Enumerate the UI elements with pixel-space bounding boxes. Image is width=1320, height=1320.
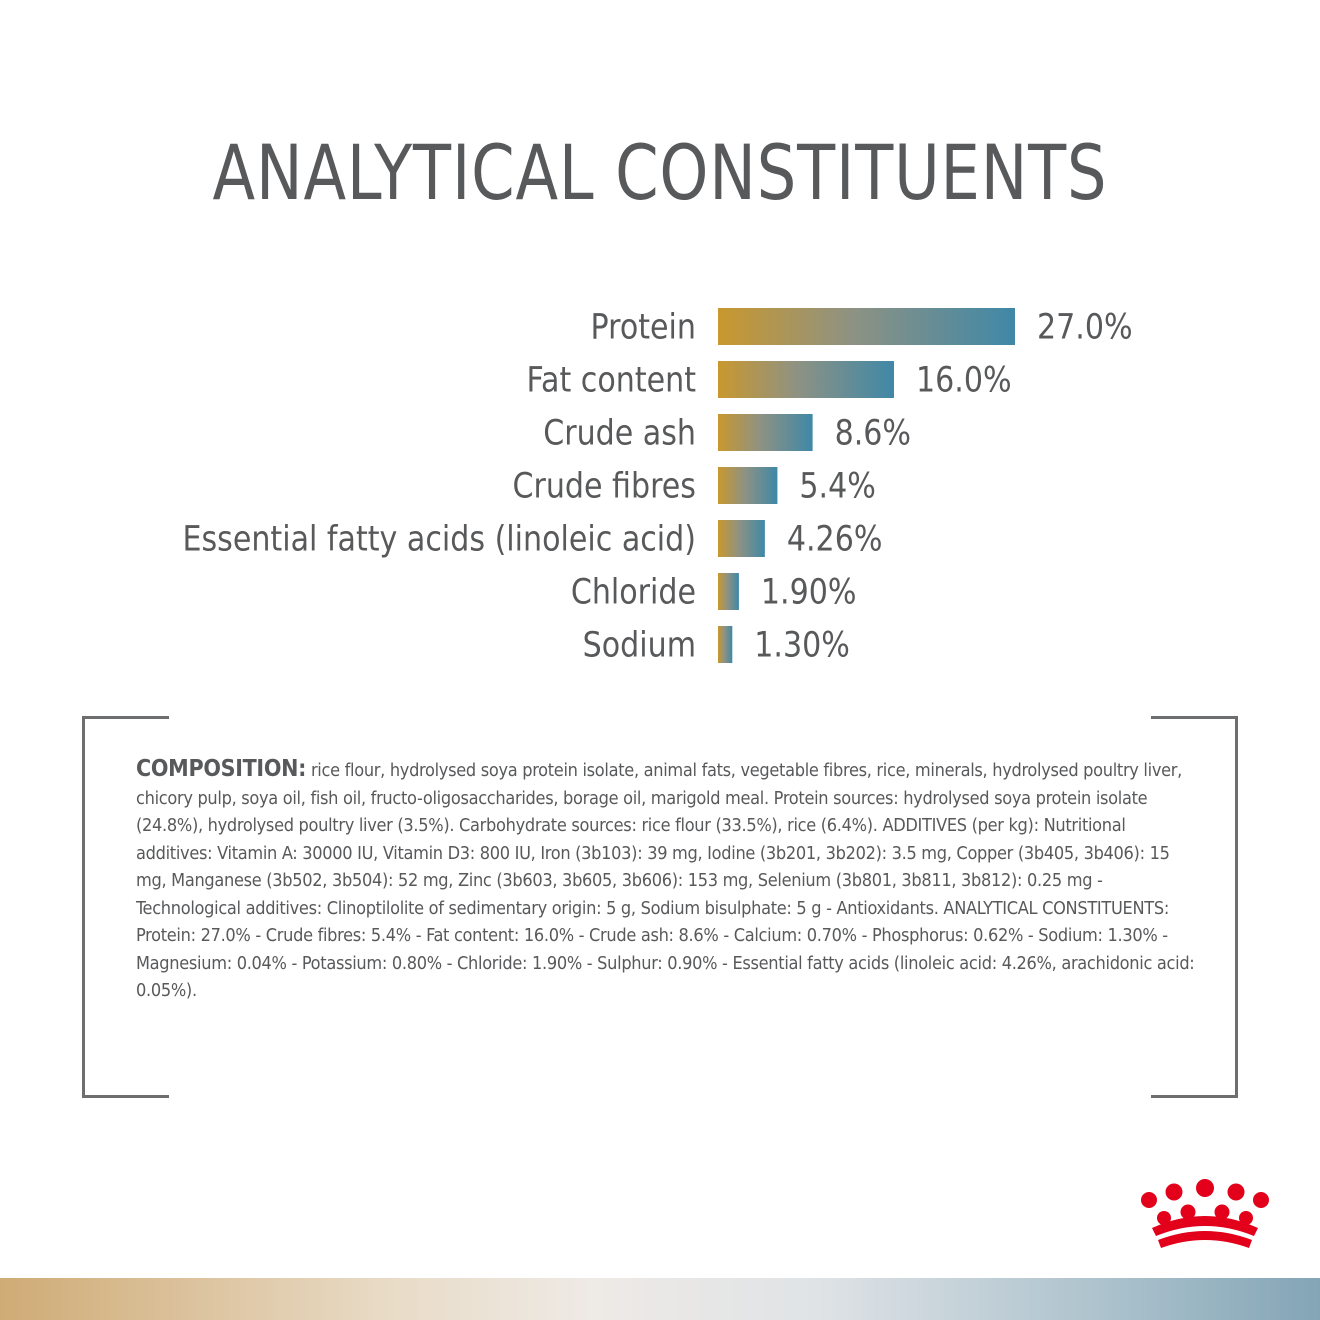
category-label: Essential fatty acids (linoleic acid) (182, 518, 696, 559)
bottom-gradient-band (0, 1278, 1320, 1320)
category-label: Protein (591, 306, 696, 347)
crown-logo-icon (1141, 1179, 1269, 1248)
value-label: 16.0% (916, 359, 1012, 400)
composition-text: COMPOSITION: rice flour, hydrolysed soya… (136, 756, 1198, 1005)
composition-body: rice flour, hydrolysed soya protein isol… (136, 760, 1195, 1001)
category-label: Fat content (526, 359, 696, 400)
right-bracket (1151, 716, 1238, 1098)
bar (718, 467, 778, 504)
bar (718, 308, 1015, 345)
category-label: Chloride (571, 571, 696, 612)
category-label: Crude fibres (512, 465, 696, 506)
value-label: 1.30% (754, 624, 850, 665)
bar (718, 414, 813, 451)
page-title: ANALYTICAL CONSTITUENTS (212, 128, 1108, 217)
category-label: Sodium (583, 624, 696, 665)
bar-chart: Protein 27.0% Fat content 16.0% Crude ash 8.6… (182, 306, 1132, 665)
bar (718, 520, 765, 557)
value-label: 1.90% (761, 571, 857, 612)
bar (718, 626, 733, 663)
left-bracket (82, 716, 169, 1098)
value-label: 5.4% (799, 465, 875, 506)
bar (718, 573, 739, 610)
category-label: Crude ash (543, 412, 696, 453)
composition-label: COMPOSITION: (136, 756, 307, 782)
chart-rows: Protein 27.0% Fat content 16.0% Crude ash 8.6… (182, 306, 1132, 665)
value-label: 8.6% (835, 412, 911, 453)
value-label: 27.0% (1037, 306, 1133, 347)
bar (718, 361, 894, 398)
value-label: 4.26% (787, 518, 883, 559)
